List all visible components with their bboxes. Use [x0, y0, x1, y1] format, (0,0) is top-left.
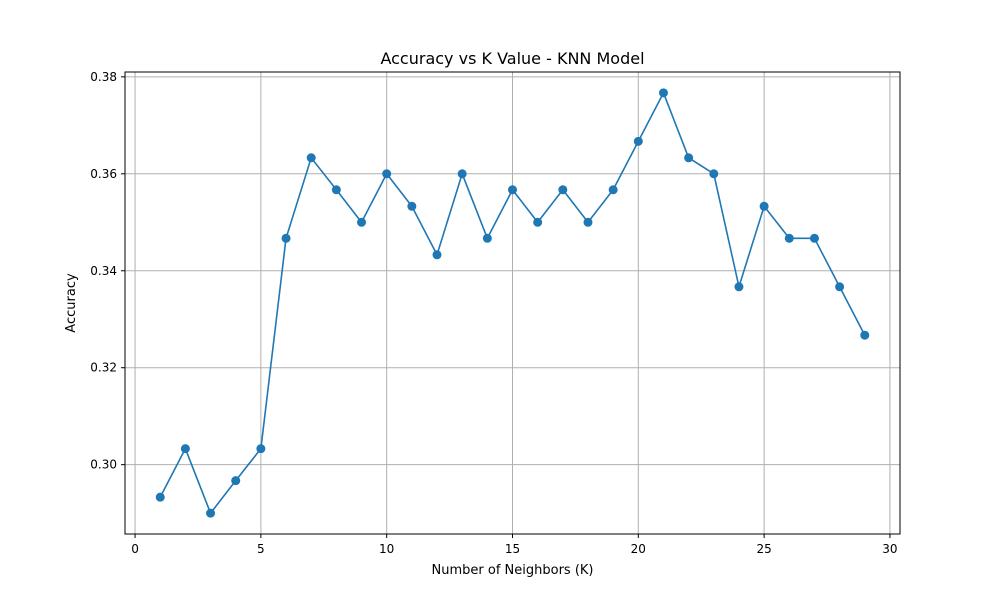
data-point — [658, 88, 668, 98]
data-point — [734, 282, 744, 292]
grid — [125, 72, 900, 534]
data-point — [281, 233, 291, 243]
y-tick-label: 0.30 — [90, 458, 117, 472]
y-tick-label: 0.38 — [90, 70, 117, 84]
data-point — [633, 136, 643, 146]
data-point — [508, 185, 517, 195]
data-point — [180, 444, 190, 454]
data-point — [759, 201, 769, 211]
data-point — [860, 330, 870, 340]
x-tick-label: 20 — [631, 542, 646, 556]
x-tick-label: 5 — [257, 542, 265, 556]
data-point — [809, 233, 819, 243]
series-accuracy — [155, 88, 870, 518]
axis-ticks: 0 5 10 15 20 25 30 0.30 0.32 0.34 0.36 0.38 — [90, 70, 897, 556]
data-point — [407, 201, 417, 211]
data-point — [583, 217, 593, 227]
data-point — [206, 508, 216, 518]
chart-title: Accuracy vs K Value - KNN Model — [380, 49, 644, 68]
data-point — [558, 185, 568, 195]
data-point — [155, 492, 165, 502]
y-axis-label: Accuracy — [64, 273, 79, 333]
data-point — [256, 444, 266, 454]
data-point — [835, 282, 845, 292]
data-point — [432, 250, 442, 260]
data-point — [709, 169, 719, 179]
data-point — [784, 233, 794, 243]
x-axis-label: Number of Neighbors (K) — [432, 563, 594, 578]
data-point — [457, 169, 467, 179]
data-point — [306, 153, 316, 163]
data-point — [608, 185, 618, 195]
x-tick-label: 25 — [756, 542, 771, 556]
data-point — [533, 217, 543, 227]
data-point — [231, 476, 241, 486]
x-tick-label: 0 — [131, 542, 139, 556]
y-tick-label: 0.32 — [90, 361, 117, 375]
data-point — [331, 185, 341, 195]
x-tick-label: 15 — [505, 542, 520, 556]
x-tick-label: 10 — [379, 542, 394, 556]
data-point — [357, 217, 367, 227]
y-tick-label: 0.34 — [90, 264, 117, 278]
data-point — [382, 169, 392, 179]
data-point — [482, 233, 492, 243]
data-point — [684, 153, 694, 163]
y-tick-label: 0.36 — [90, 167, 117, 181]
axes-frame — [124, 71, 901, 535]
x-tick-label: 30 — [882, 542, 897, 556]
